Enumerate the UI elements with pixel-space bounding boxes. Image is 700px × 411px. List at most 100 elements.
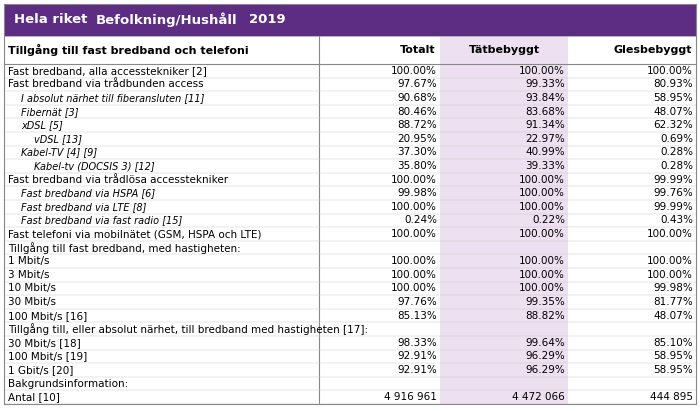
Text: 100.00%: 100.00%: [519, 175, 565, 185]
Text: 0.28%: 0.28%: [660, 161, 693, 171]
Text: 100.00%: 100.00%: [391, 202, 437, 212]
Text: 85.13%: 85.13%: [397, 311, 437, 321]
Text: 80.46%: 80.46%: [398, 106, 437, 117]
Text: 96.29%: 96.29%: [525, 351, 565, 361]
Text: Fast bredband via fast radio [15]: Fast bredband via fast radio [15]: [21, 215, 182, 225]
Text: 100.00%: 100.00%: [519, 270, 565, 280]
Text: 81.77%: 81.77%: [653, 297, 693, 307]
Text: 37.30%: 37.30%: [398, 148, 437, 157]
Text: 99.98%: 99.98%: [653, 284, 693, 293]
Text: 100.00%: 100.00%: [647, 270, 693, 280]
Text: 100.00%: 100.00%: [647, 66, 693, 76]
Text: Fast bredband via trådlösa accesstekniker: Fast bredband via trådlösa accessteknike…: [8, 175, 228, 185]
Text: 100.00%: 100.00%: [519, 229, 565, 239]
Text: 4 916 961: 4 916 961: [384, 392, 437, 402]
Text: 10 Mbit/s: 10 Mbit/s: [8, 284, 56, 293]
Text: Fast bredband via LTE [8]: Fast bredband via LTE [8]: [21, 202, 146, 212]
Text: Tillgång till fast bredband, med hastigheten:: Tillgång till fast bredband, med hastigh…: [8, 242, 241, 254]
Text: 97.67%: 97.67%: [397, 79, 437, 90]
Text: 2019: 2019: [249, 14, 286, 26]
Text: 0.69%: 0.69%: [660, 134, 693, 144]
Text: 0.43%: 0.43%: [660, 215, 693, 225]
Text: 62.32%: 62.32%: [653, 120, 693, 130]
Text: 88.82%: 88.82%: [525, 311, 565, 321]
Text: 58.95%: 58.95%: [653, 351, 693, 361]
Text: 30 Mbit/s: 30 Mbit/s: [8, 297, 56, 307]
Text: Befolkning/Hushåll: Befolkning/Hushåll: [96, 13, 237, 27]
Text: 99.33%: 99.33%: [525, 79, 565, 90]
Bar: [440, 36, 568, 64]
Text: 88.72%: 88.72%: [397, 120, 437, 130]
Text: 98.33%: 98.33%: [397, 338, 437, 348]
Text: 100 Mbit/s [19]: 100 Mbit/s [19]: [8, 351, 88, 361]
Text: Fast bredband via HSPA [6]: Fast bredband via HSPA [6]: [21, 188, 155, 198]
Text: 444 895: 444 895: [650, 392, 693, 402]
Text: 100.00%: 100.00%: [647, 229, 693, 239]
Text: 22.97%: 22.97%: [525, 134, 565, 144]
Text: 91.34%: 91.34%: [525, 120, 565, 130]
Text: Antal [10]: Antal [10]: [8, 392, 60, 402]
Text: Totalt: Totalt: [400, 45, 436, 55]
Text: Kabel-TV [4] [9]: Kabel-TV [4] [9]: [21, 148, 97, 157]
Bar: [4, 4, 696, 36]
Text: 100.00%: 100.00%: [519, 256, 565, 266]
Text: 96.29%: 96.29%: [525, 365, 565, 375]
Text: Fast bredband via trådbunden access: Fast bredband via trådbunden access: [8, 79, 204, 90]
Text: 99.76%: 99.76%: [653, 188, 693, 198]
Text: 100.00%: 100.00%: [391, 175, 437, 185]
Text: 83.68%: 83.68%: [525, 106, 565, 117]
Text: 48.07%: 48.07%: [653, 106, 693, 117]
Text: 80.93%: 80.93%: [653, 79, 693, 90]
Bar: [568, 64, 696, 404]
Text: 85.10%: 85.10%: [653, 338, 693, 348]
Text: Tillgång till, eller absolut närhet, till bredband med hastigheten [17]:: Tillgång till, eller absolut närhet, til…: [8, 323, 368, 335]
Text: xDSL [5]: xDSL [5]: [21, 120, 63, 130]
Text: 99.98%: 99.98%: [397, 188, 437, 198]
Text: Fast bredband, alla accesstekniker [2]: Fast bredband, alla accesstekniker [2]: [8, 66, 207, 76]
Text: 35.80%: 35.80%: [398, 161, 437, 171]
Text: 100 Mbit/s [16]: 100 Mbit/s [16]: [8, 311, 88, 321]
Text: 90.68%: 90.68%: [398, 93, 437, 103]
Text: 48.07%: 48.07%: [653, 311, 693, 321]
Text: 100.00%: 100.00%: [519, 188, 565, 198]
Text: 100.00%: 100.00%: [391, 229, 437, 239]
Text: 1 Mbit/s: 1 Mbit/s: [8, 256, 50, 266]
Text: Glesbebyggt: Glesbebyggt: [613, 45, 692, 55]
Text: Hela riket: Hela riket: [14, 14, 88, 26]
Text: I absolut närhet till fiberansluten [11]: I absolut närhet till fiberansluten [11]: [21, 93, 204, 103]
Text: 40.99%: 40.99%: [526, 148, 565, 157]
Text: 100.00%: 100.00%: [519, 284, 565, 293]
Text: 3 Mbit/s: 3 Mbit/s: [8, 270, 50, 280]
Text: 58.95%: 58.95%: [653, 93, 693, 103]
Text: 58.95%: 58.95%: [653, 365, 693, 375]
Text: 99.64%: 99.64%: [525, 338, 565, 348]
Text: Kabel-tv (DOCSIS 3) [12]: Kabel-tv (DOCSIS 3) [12]: [34, 161, 155, 171]
Text: 99.99%: 99.99%: [653, 202, 693, 212]
Text: 0.28%: 0.28%: [660, 148, 693, 157]
Text: Fibernät [3]: Fibernät [3]: [21, 106, 78, 117]
Text: 0.22%: 0.22%: [532, 215, 565, 225]
Text: 100.00%: 100.00%: [391, 270, 437, 280]
Text: 92.91%: 92.91%: [397, 365, 437, 375]
Text: Bakgrundsinformation:: Bakgrundsinformation:: [8, 379, 128, 388]
Text: vDSL [13]: vDSL [13]: [34, 134, 82, 144]
Text: 99.99%: 99.99%: [653, 175, 693, 185]
Bar: [440, 64, 568, 404]
Text: 4 472 066: 4 472 066: [512, 392, 565, 402]
Text: Tillgång till fast bredband och telefoni: Tillgång till fast bredband och telefoni: [8, 44, 248, 56]
Text: 100.00%: 100.00%: [519, 202, 565, 212]
Text: 92.91%: 92.91%: [397, 351, 437, 361]
Text: 97.76%: 97.76%: [397, 297, 437, 307]
Text: 100.00%: 100.00%: [519, 66, 565, 76]
Text: Fast telefoni via mobilnätet (GSM, HSPA och LTE): Fast telefoni via mobilnätet (GSM, HSPA …: [8, 229, 262, 239]
Text: 93.84%: 93.84%: [525, 93, 565, 103]
Text: 0.24%: 0.24%: [404, 215, 437, 225]
Bar: [4, 36, 696, 64]
Text: 30 Mbit/s [18]: 30 Mbit/s [18]: [8, 338, 81, 348]
Text: Tätbebyggt: Tätbebyggt: [468, 45, 540, 55]
Text: 99.35%: 99.35%: [525, 297, 565, 307]
Text: 100.00%: 100.00%: [391, 256, 437, 266]
Text: 39.33%: 39.33%: [525, 161, 565, 171]
Text: 100.00%: 100.00%: [391, 284, 437, 293]
Text: 100.00%: 100.00%: [391, 66, 437, 76]
